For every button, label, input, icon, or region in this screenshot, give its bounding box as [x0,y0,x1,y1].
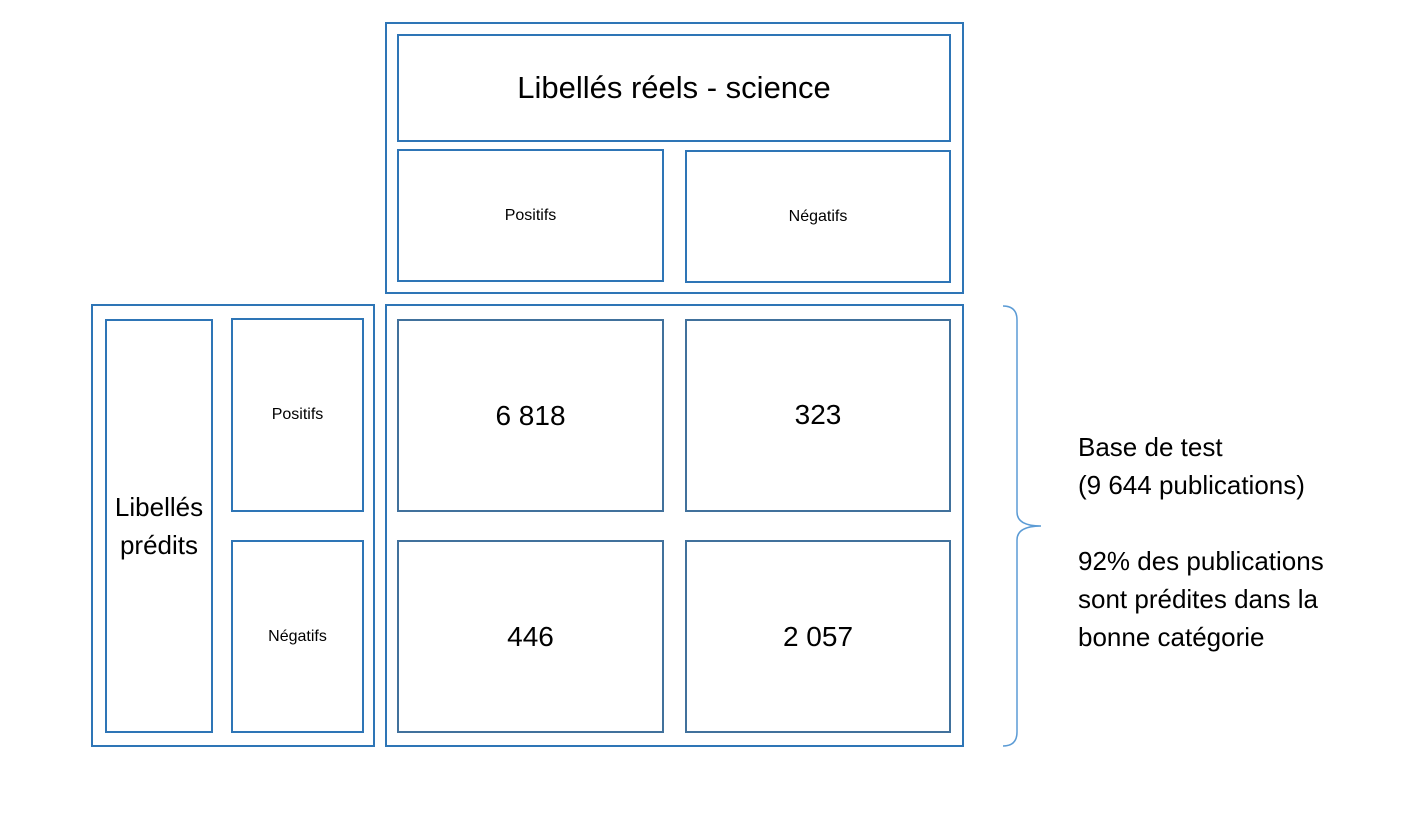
brace-path [1002,305,1042,747]
matrix-cell-false-negative: 446 [397,540,664,733]
predicted-labels-group [91,304,375,747]
actual-positive-header: Positifs [397,149,664,282]
actual-labels-group [385,22,964,294]
annotation-line-1: Base de test [1078,432,1223,462]
predicted-labels-text: Libellés prédits [114,492,204,560]
actual-negative-header: Négatifs [685,150,951,283]
confusion-matrix-group [385,304,964,747]
matrix-cell-true-negative: 2 057 [685,540,951,733]
actual-labels-title: Libellés réels - science [397,34,951,142]
annotation-line-4: sont prédites dans la [1078,584,1318,614]
annotation-line-2: (9 644 publications) [1078,470,1305,500]
predicted-labels-title: Libellés prédits [105,319,213,733]
test-set-annotation: Base de test (9 644 publications) 92% de… [1078,428,1398,656]
annotation-line-3: 92% des publications [1078,546,1324,576]
annotation-line-5: bonne catégorie [1078,622,1265,652]
predicted-positive-header: Positifs [231,318,364,512]
curly-brace [1002,305,1042,747]
predicted-negative-header: Négatifs [231,540,364,733]
matrix-cell-true-positive: 6 818 [397,319,664,512]
matrix-cell-false-positive: 323 [685,319,951,512]
